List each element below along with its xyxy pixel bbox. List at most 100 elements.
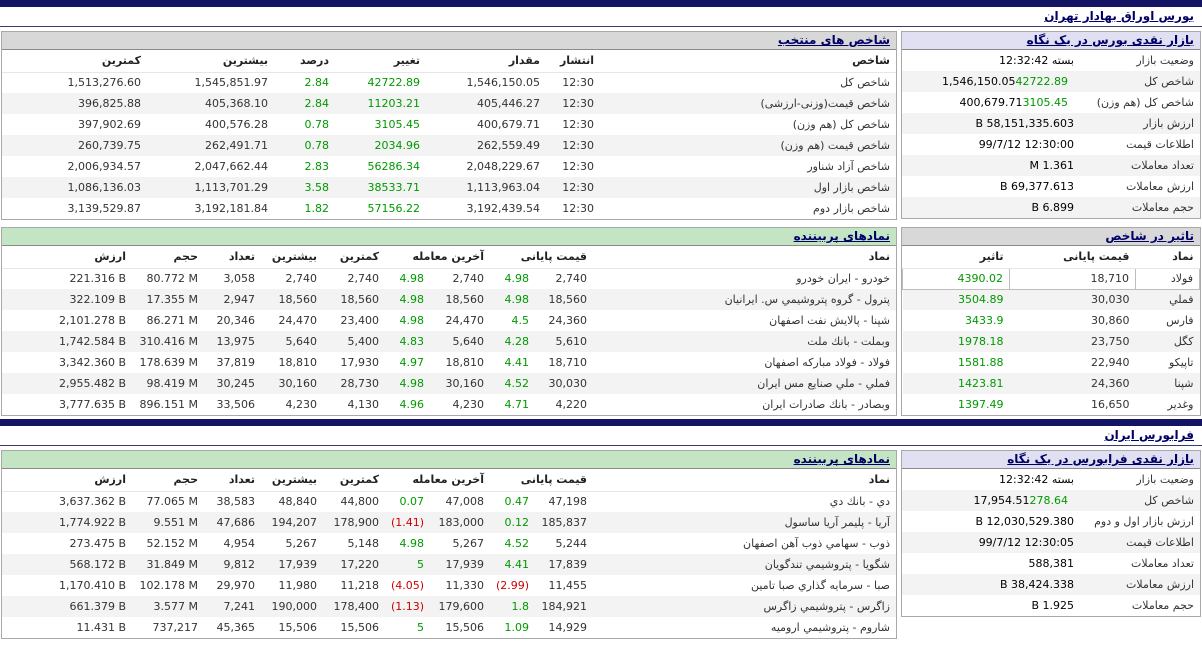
glance-value-text: 69,377.613 B <box>999 180 1074 193</box>
close-percent-cell: 4.41 <box>504 356 530 369</box>
table-row[interactable]: شگویا - پتروشیمي تندگویان 17,839 4.41 17,93… <box>2 554 896 575</box>
index-name-cell[interactable]: شاخص قیمت (هم وزن) <box>780 139 890 152</box>
symbol-cell[interactable]: فولاد - فولاد مباركه اصفهان <box>764 356 890 369</box>
last-trade-cell: 24,470 <box>445 314 485 327</box>
index-name-cell[interactable]: شاخص بازار اول <box>813 181 890 194</box>
symbol-cell[interactable]: ذوب - سهامي ذوب آهن اصفهان <box>743 537 890 550</box>
table-row[interactable]: شاخص قیمت(وزنی-ارزشی) 12:30 405,446.27 1120… <box>2 93 896 114</box>
close-price-cell: 5,244 <box>555 537 588 550</box>
table-row[interactable]: آریا - پلیمر آریا ساسول 185,837 0.12 183,00… <box>2 512 896 533</box>
table-row[interactable]: شپنا - پالایش نفت اصفهان 24,360 4.5 24,470 4… <box>2 310 896 331</box>
ifb-section-title-link[interactable]: فرابورس ایران <box>1104 428 1194 442</box>
last-trade-cell: 2,740 <box>452 272 485 286</box>
table-row[interactable]: فولاد 18,710 4390.02 <box>902 267 1200 290</box>
value-cell: 273.475 B <box>69 537 126 550</box>
table-row[interactable]: وغدیر 16,650 1397.49 <box>903 394 1200 415</box>
ifb-most-viewed-title-link[interactable]: نمادهای پربیننده <box>2 451 896 469</box>
index-name-cell[interactable]: شاخص قیمت(وزنی-ارزشی) <box>760 97 890 110</box>
low-cell: 3,139,529.87 <box>67 202 141 215</box>
column-header: بیشترین <box>261 246 323 269</box>
table-row[interactable]: زاگرس - پتروشیمي زاگرس 184,921 1.8 179,600 (… <box>2 596 896 617</box>
symbol-cell[interactable]: زاگرس - پتروشیمي زاگرس <box>763 600 891 613</box>
tse-section-title-link[interactable]: بورس اوراق بهادار تهران <box>1044 9 1194 23</box>
index-name-cell[interactable]: شاخص آزاد شناور <box>807 160 890 173</box>
symbol-cell[interactable]: شگویا - پتروشیمي تندگویان <box>764 558 890 571</box>
table-row[interactable]: فارس 30,860 3433.9 <box>903 310 1200 331</box>
symbol-cell[interactable]: وبملت - بانك ملت <box>807 335 890 348</box>
ifb-glance-title-link[interactable]: بازار نقدی فرابورس در یک نگاه <box>902 451 1200 469</box>
index-name-cell[interactable]: شاخص کل (هم وزن) <box>792 118 890 131</box>
last-percent-cell: 4.97 <box>399 356 425 369</box>
table-row[interactable]: شاخص آزاد شناور 12:30 2,048,229.67 56286.34… <box>2 156 896 177</box>
index-impact-title-link[interactable]: تاثیر در شاخص <box>902 228 1200 246</box>
column-header: تغییر <box>335 50 426 73</box>
table-row[interactable]: شاخص قیمت (هم وزن) 12:30 262,559.49 2034.96… <box>2 135 896 156</box>
table-row[interactable]: شاخص بازار اول 12:30 1,113,963.04 38533.71 3… <box>2 177 896 198</box>
count-cell: 4,954 <box>223 537 256 550</box>
symbol-cell[interactable]: پترول - گروه پتروشیمي س. ایرانیان <box>724 293 890 306</box>
glance-value-text: 17,954.51 <box>973 494 1030 507</box>
table-row[interactable]: فملي - ملي صنایع مس ایران 30,030 4.52 30,16… <box>2 373 896 394</box>
table-row[interactable]: دي - بانك دي 47,198 0.47 47,008 0.07 44,800 48… <box>2 491 896 512</box>
percent-cell: 3.58 <box>304 181 330 194</box>
value-cell: 2,048,229.67 <box>466 160 540 173</box>
close-price-cell: 18,710 <box>1009 267 1136 290</box>
publish-time-cell: 12:30 <box>562 97 594 110</box>
close-price-cell: 184,921 <box>541 600 588 613</box>
table-row[interactable]: فولاد - فولاد مباركه اصفهان 18,710 4.41 18,… <box>2 352 896 373</box>
symbol-cell[interactable]: فولاد <box>1135 267 1200 290</box>
value-cell: 1,774.922 B <box>58 516 126 529</box>
impact-table: نماد قیمت پایانی تاثیر فولاد 18,710 4390.02 فم… <box>902 246 1200 415</box>
symbol-cell[interactable]: کگل <box>1173 335 1194 348</box>
low-cell: 5,400 <box>347 335 380 348</box>
volume-cell: 896.151 M <box>139 398 198 411</box>
symbol-cell[interactable]: فملي <box>1169 293 1194 307</box>
high-cell: 2,740 <box>285 272 318 286</box>
table-row[interactable]: وبملت - بانك ملت 5,610 4.28 5,640 4.83 5,400 5… <box>2 331 896 352</box>
symbol-cell[interactable]: صبا - سرمایه گذاري صبا تامین <box>751 579 890 592</box>
symbol-cell[interactable]: دي - بانك دي <box>829 495 890 509</box>
tse-most-viewed-title-link[interactable]: نمادهای پربیننده <box>2 228 896 246</box>
column-header: تعداد <box>204 469 261 492</box>
selected-indices-title-link[interactable]: شاخص های منتخب <box>2 32 896 50</box>
column-header: ارزش <box>2 246 132 269</box>
table-row[interactable]: شاروم - پتروشیمي ارومیه 14,929 1.09 15,506 5… <box>2 617 896 638</box>
table-row[interactable]: شپنا 24,360 1423.81 <box>902 373 1200 394</box>
symbol-cell[interactable]: شپنا <box>1174 377 1194 390</box>
column-header: شاخص <box>600 50 896 73</box>
low-cell: 18,560 <box>340 293 380 306</box>
table-row[interactable]: وبصادر - بانك صادرات ایران 4,220 4.71 4,230… <box>2 394 896 415</box>
value-cell: 1,546,150.05 <box>466 76 540 90</box>
index-name-cell[interactable]: شاخص کل <box>840 76 890 90</box>
symbol-cell[interactable]: تاپیکو <box>1168 356 1194 369</box>
table-row[interactable]: فملي 30,030 3504.89 <box>902 289 1200 310</box>
high-cell: 5,640 <box>285 335 318 348</box>
index-name-cell[interactable]: شاخص بازار دوم <box>813 202 890 215</box>
table-row[interactable]: کگل 23,750 1978.18 <box>902 331 1200 352</box>
table-row[interactable]: شاخص کل 12:30 1,546,150.05 42722.89 2.84 1,54… <box>2 72 896 93</box>
symbol-cell[interactable]: فملي - ملي صنایع مس ایران <box>757 377 890 390</box>
glance-row: وضعیت بازار بسته 12:32:42 <box>902 469 1200 490</box>
symbol-cell[interactable]: شپنا - پالایش نفت اصفهان <box>769 314 890 327</box>
glance-value: 588,381 <box>902 554 1078 573</box>
table-row[interactable]: صبا - سرمایه گذاري صبا تامین 11,455 (2.99)… <box>2 575 896 596</box>
low-cell: 11,218 <box>340 579 380 592</box>
publish-time-cell: 12:30 <box>562 202 594 215</box>
symbol-cell[interactable]: آریا - پلیمر آریا ساسول <box>784 516 890 529</box>
table-row[interactable]: تاپیکو 22,940 1581.88 <box>903 352 1200 373</box>
symbol-cell[interactable]: خودرو - ایران خودرو <box>796 272 890 286</box>
close-percent-cell: 4.52 <box>504 377 530 390</box>
glance-row: اطلاعات قیمت 12:30:00 99/7/12 <box>902 134 1200 155</box>
table-row[interactable]: شاخص بازار دوم 12:30 3,192,439.54 57156.22 1… <box>2 198 896 219</box>
symbol-cell[interactable]: شاروم - پتروشیمي ارومیه <box>770 621 890 634</box>
high-cell: 262,491.71 <box>205 139 268 152</box>
glance-row: اطلاعات قیمت 12:30:05 99/7/12 <box>902 532 1200 553</box>
table-row[interactable]: ذوب - سهامي ذوب آهن اصفهان 5,244 4.52 5,267… <box>2 533 896 554</box>
table-row[interactable]: پترول - گروه پتروشیمي س. ایرانیان 18,560 4… <box>2 289 896 310</box>
tse-glance-title-link[interactable]: بازار نقدی بورس در یک نگاه <box>902 32 1200 50</box>
symbol-cell[interactable]: فارس <box>1166 314 1194 327</box>
table-row[interactable]: خودرو - ایران خودرو 2,740 4.98 2,740 4.98 2,7… <box>2 268 896 289</box>
symbol-cell[interactable]: وغدیر <box>1167 398 1194 411</box>
table-row[interactable]: شاخص کل (هم وزن) 12:30 400,679.71 3105.45 0.… <box>2 114 896 135</box>
symbol-cell[interactable]: وبصادر - بانك صادرات ایران <box>762 398 890 411</box>
